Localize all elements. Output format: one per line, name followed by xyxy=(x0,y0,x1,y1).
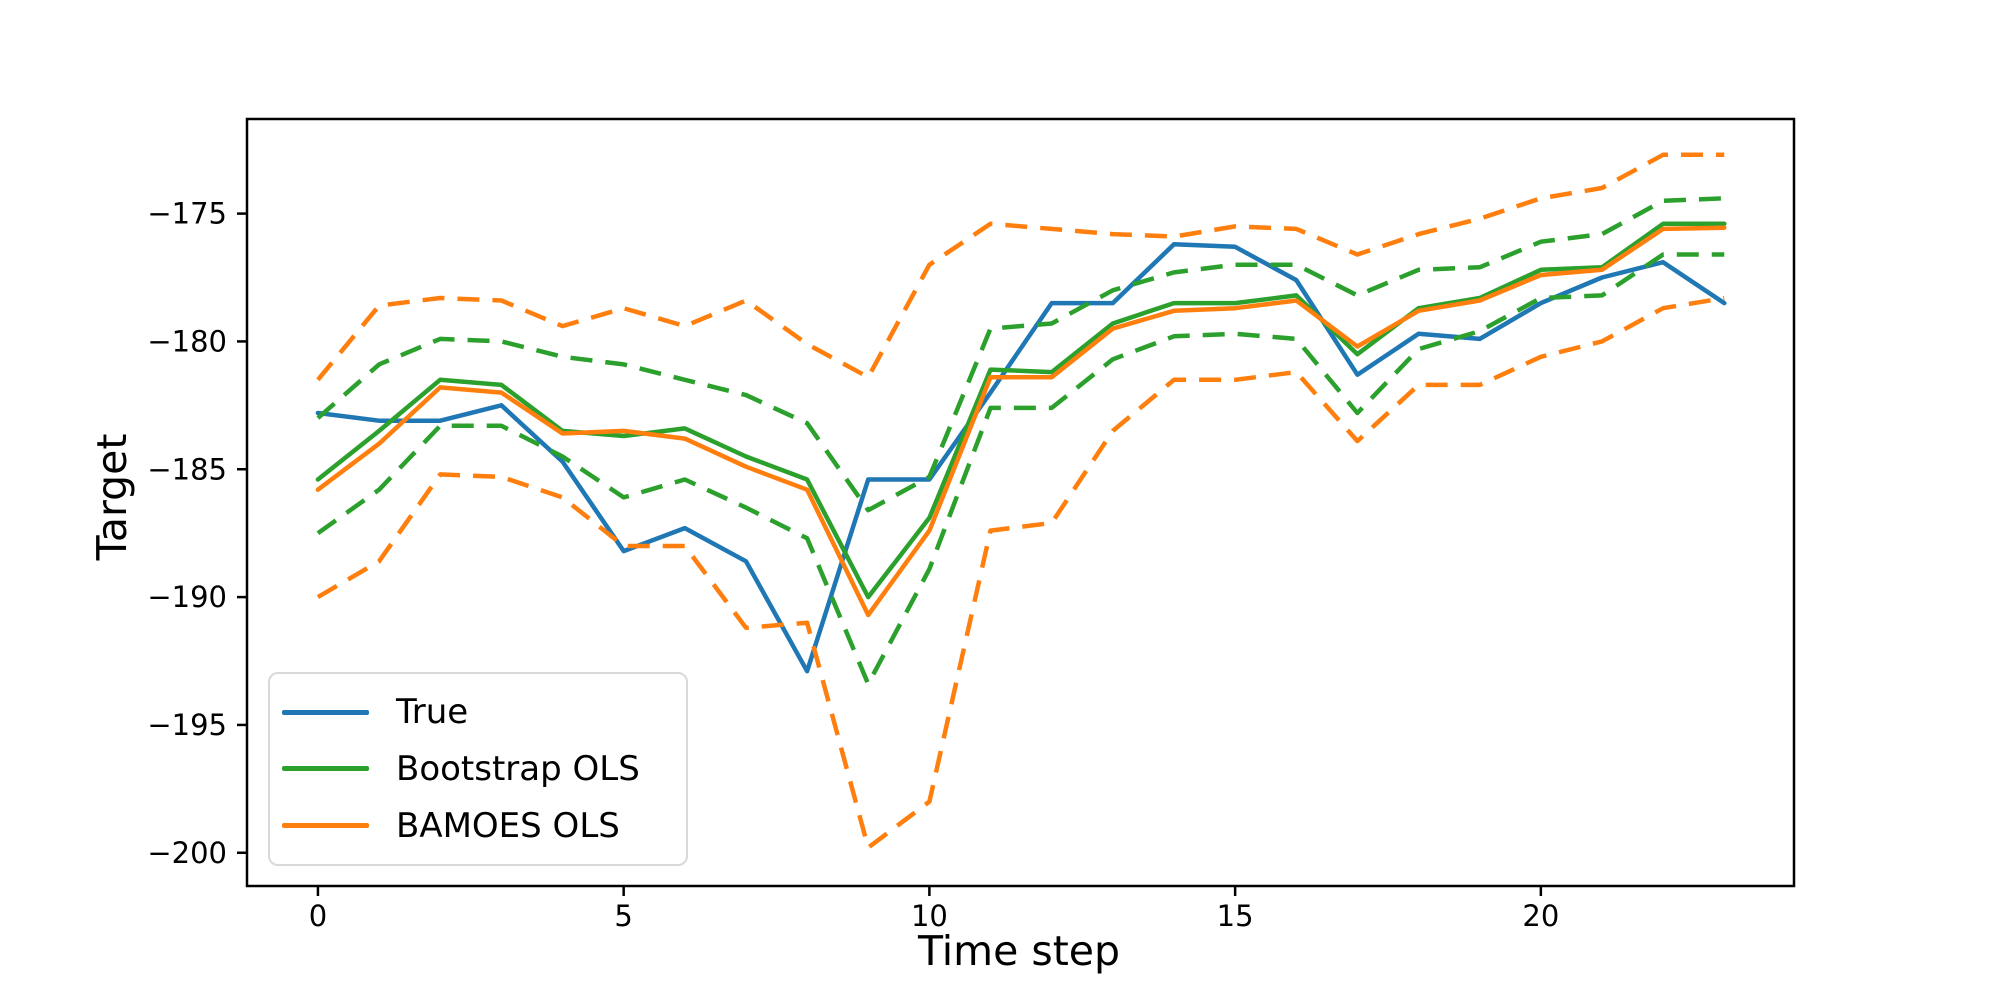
series-line-bamoes-ols-upper-bound xyxy=(316,152,1725,382)
legend: True Bootstrap OLS BAMOES OLS xyxy=(268,672,688,866)
series-line-bootstrap-ols-lower-bound xyxy=(316,252,1725,687)
x-tick-label: 10 xyxy=(911,899,948,933)
x-tick-label: 20 xyxy=(1522,899,1559,933)
y-tick-label: −195 xyxy=(147,708,227,742)
legend-entry-true: True xyxy=(282,695,686,729)
plot-border xyxy=(245,117,1796,888)
legend-line-sample-true xyxy=(282,709,369,715)
y-tick-label: −185 xyxy=(147,452,227,486)
legend-label-bootstrap-ols: Bootstrap OLS xyxy=(396,748,640,789)
x-tick-label: 15 xyxy=(1217,899,1254,933)
y-axis-label: Target xyxy=(88,433,136,561)
x-axis-label: Time step xyxy=(917,927,1121,975)
y-tick-label: −180 xyxy=(147,324,227,358)
legend-entry-bamoes-ols: BAMOES OLS xyxy=(282,809,686,843)
legend-line-sample-bamoes-ols xyxy=(282,823,369,829)
series-line-bootstrap-ols-upper-bound xyxy=(316,196,1725,513)
y-tick-label: −190 xyxy=(147,580,227,614)
series-line-bamoes-ols xyxy=(315,225,1727,618)
x-tick-label: 5 xyxy=(614,899,632,933)
series-line-bamoes-ols-lower-bound xyxy=(316,295,1725,850)
y-tick-label: −175 xyxy=(147,197,227,231)
legend-label-bamoes-ols: BAMOES OLS xyxy=(396,805,620,846)
x-tick-label: 0 xyxy=(309,899,327,933)
legend-entry-bootstrap-ols: Bootstrap OLS xyxy=(282,752,686,786)
series-line-bootstrap-ols xyxy=(315,221,1727,600)
series-line-true xyxy=(315,242,1727,674)
legend-line-sample-bootstrap-ols xyxy=(282,766,369,772)
y-tick-label: −200 xyxy=(147,836,227,870)
legend-label-true: True xyxy=(396,692,469,733)
